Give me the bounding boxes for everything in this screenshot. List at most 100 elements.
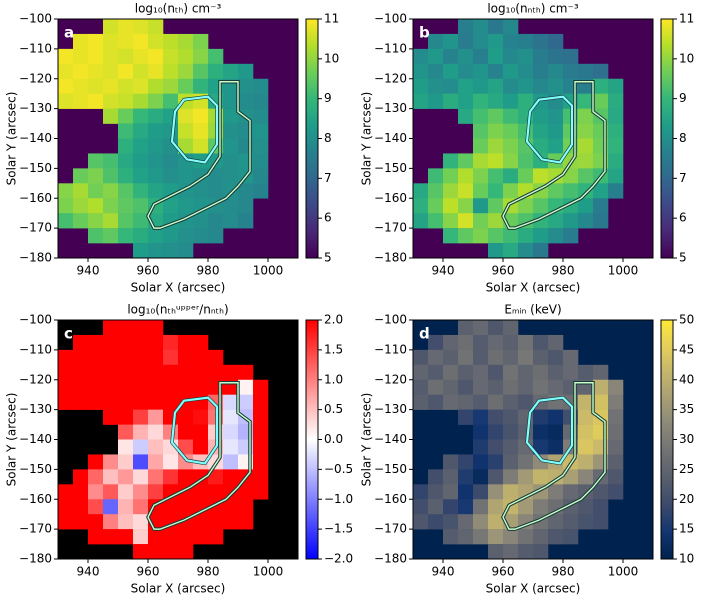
- heatmap-cell: [563, 364, 579, 381]
- heatmap-cell: [148, 394, 164, 410]
- heatmap-cell: [253, 108, 269, 124]
- heatmap-cell: [253, 93, 269, 109]
- colorbar-tick-label: 6: [324, 211, 332, 225]
- heatmap-cell: [88, 213, 104, 229]
- colorbar-tick-label: 8: [679, 131, 687, 145]
- colorbar: [305, 18, 319, 259]
- heatmap-cell: [578, 514, 594, 530]
- y-axis-label: Solar Y (arcsec): [5, 92, 19, 186]
- y-tick-label: −160: [19, 191, 52, 205]
- heatmap-cell: [473, 364, 489, 381]
- x-tick-label: 940: [77, 264, 100, 278]
- y-tick-label: −110: [374, 342, 407, 356]
- heatmap-cell: [118, 499, 134, 515]
- heatmap-cell: [133, 63, 149, 80]
- heatmap-cell: [253, 78, 269, 94]
- heatmap-cell: [103, 364, 119, 381]
- colorbar-tick-label: 25: [679, 462, 694, 476]
- heatmap-cell: [133, 78, 149, 94]
- contour: [525, 95, 574, 164]
- heatmap-cell: [133, 48, 149, 65]
- heatmap-cell: [163, 349, 179, 366]
- heatmap-cell: [103, 228, 119, 244]
- heatmap-cell: [133, 168, 149, 184]
- x-tick-label: 980: [552, 565, 575, 579]
- heatmap-cell: [443, 499, 459, 515]
- heatmap-cell: [88, 469, 104, 485]
- heatmap-cell: [548, 349, 564, 366]
- heatmap-cell: [488, 213, 504, 229]
- heatmap-cell: [563, 349, 579, 366]
- heatmap-cell: [88, 499, 104, 515]
- heatmap-cell: [208, 469, 224, 485]
- y-axis-label: Solar Y (arcsec): [360, 393, 374, 487]
- heatmap-cell: [178, 544, 194, 560]
- heatmap-cell: [518, 454, 534, 470]
- heatmap-cell: [148, 243, 164, 259]
- heatmap-cell: [223, 424, 239, 440]
- heatmap-cell: [208, 228, 224, 244]
- colorbar: [660, 319, 674, 560]
- heatmap-cell: [88, 168, 104, 184]
- heatmap-cell: [533, 424, 549, 440]
- x-tick-label: 960: [137, 264, 160, 278]
- heatmap-cell: [163, 168, 179, 184]
- heatmap-cell: [73, 484, 89, 500]
- heatmap-cell: [118, 454, 134, 470]
- colorbar-tick-label: 6: [679, 211, 687, 225]
- heatmap-cell: [133, 364, 149, 381]
- heatmap-cell: [118, 138, 134, 154]
- heatmap-cell: [148, 409, 164, 425]
- heatmap-cell: [118, 409, 134, 425]
- heatmap-cell: [178, 228, 194, 244]
- heatmap-cell: [148, 168, 164, 184]
- panel-label: b: [419, 24, 430, 42]
- heatmap-cell: [163, 243, 179, 259]
- heatmap-cell: [458, 228, 474, 244]
- contour: [147, 81, 251, 229]
- heatmap-cell: [223, 108, 239, 124]
- heatmap-cell: [103, 183, 119, 199]
- heatmap-cell: [118, 394, 134, 410]
- x-tick-label: 1000: [253, 565, 284, 579]
- y-tick-label: −120: [19, 71, 52, 85]
- heatmap-cell: [73, 33, 89, 50]
- heatmap-cell: [73, 93, 89, 109]
- heatmap-cell: [148, 529, 164, 545]
- heatmap-cell: [118, 349, 134, 366]
- heatmap-cell: [58, 78, 74, 94]
- heatmap-cell: [193, 183, 209, 199]
- x-tick-label: 960: [137, 565, 160, 579]
- heatmap-cell: [193, 514, 209, 530]
- heatmap-cell: [193, 409, 209, 425]
- y-tick-label: −110: [374, 41, 407, 55]
- heatmap-cell: [103, 349, 119, 366]
- heatmap-cell: [593, 364, 609, 381]
- heatmap-cell: [533, 228, 549, 244]
- chart-title: Eₘᵢₙ (keV): [504, 303, 561, 317]
- x-tick-label: 980: [197, 565, 220, 579]
- y-tick-label: −140: [19, 432, 52, 446]
- heatmap-cell: [163, 394, 179, 410]
- heatmap-cell: [533, 439, 549, 455]
- heatmap-cell: [103, 514, 119, 530]
- heatmap-cell: [163, 123, 179, 139]
- heatmap-cell: [178, 198, 194, 214]
- heatmap-cell: [488, 19, 504, 35]
- colorbar-tick-label: 40: [679, 372, 694, 386]
- heatmap-cell: [593, 484, 609, 500]
- heatmap-cell: [428, 364, 444, 381]
- heatmap-cell: [193, 484, 209, 500]
- heatmap-cell: [518, 364, 534, 381]
- heatmap-cell: [223, 454, 239, 470]
- heatmap-cell: [133, 33, 149, 50]
- y-tick-label: −180: [374, 552, 407, 566]
- heatmap-cell: [443, 213, 459, 229]
- heatmap-cell: [253, 138, 269, 154]
- heatmap-cell: [103, 93, 119, 109]
- heatmap-cell: [193, 349, 209, 366]
- heatmap-cell: [148, 544, 164, 560]
- colorbar-tick-label: 15: [679, 522, 694, 536]
- heatmap-cell: [503, 424, 519, 440]
- heatmap-cell: [608, 153, 624, 169]
